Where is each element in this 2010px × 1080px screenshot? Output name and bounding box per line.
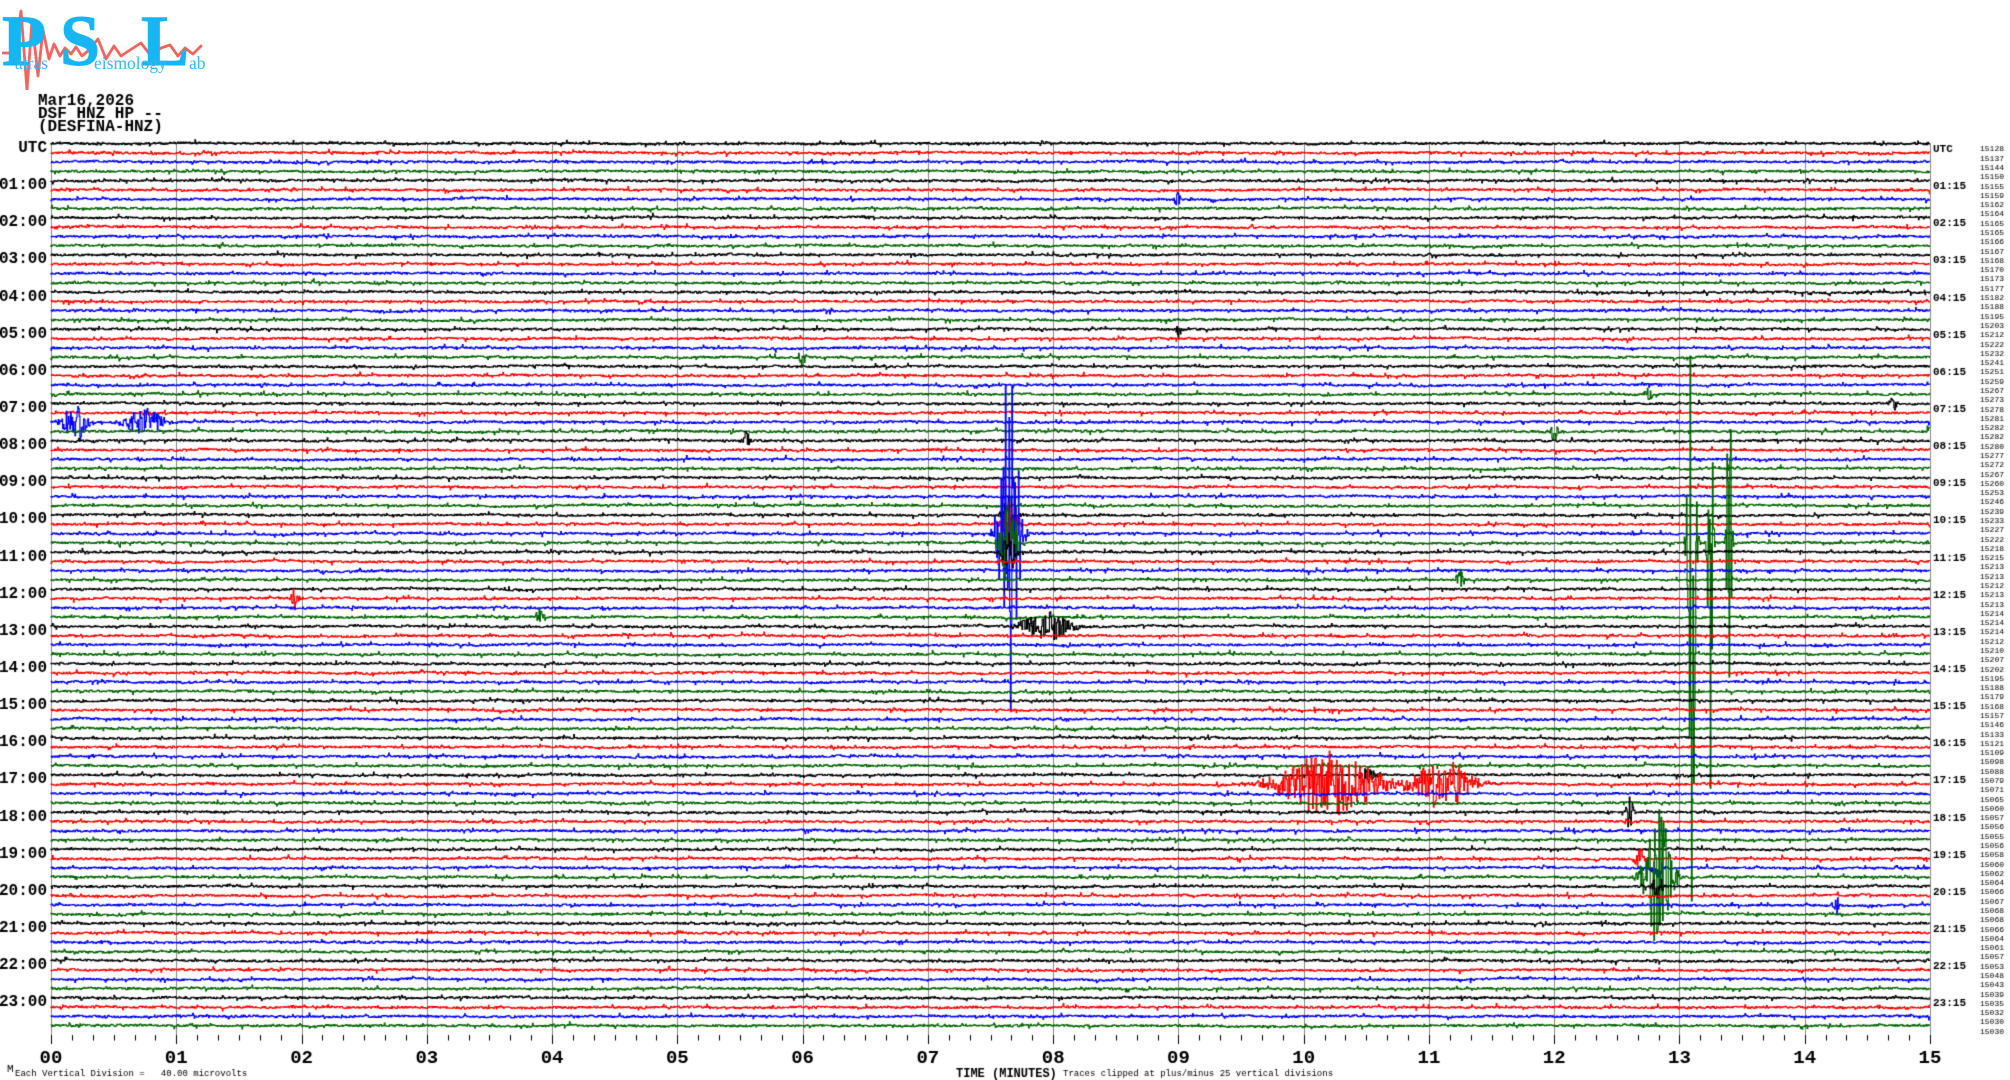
svg-text:eismology: eismology [94, 53, 167, 73]
svg-text:ab: ab [189, 53, 206, 73]
svg-text:atras: atras [15, 53, 48, 73]
